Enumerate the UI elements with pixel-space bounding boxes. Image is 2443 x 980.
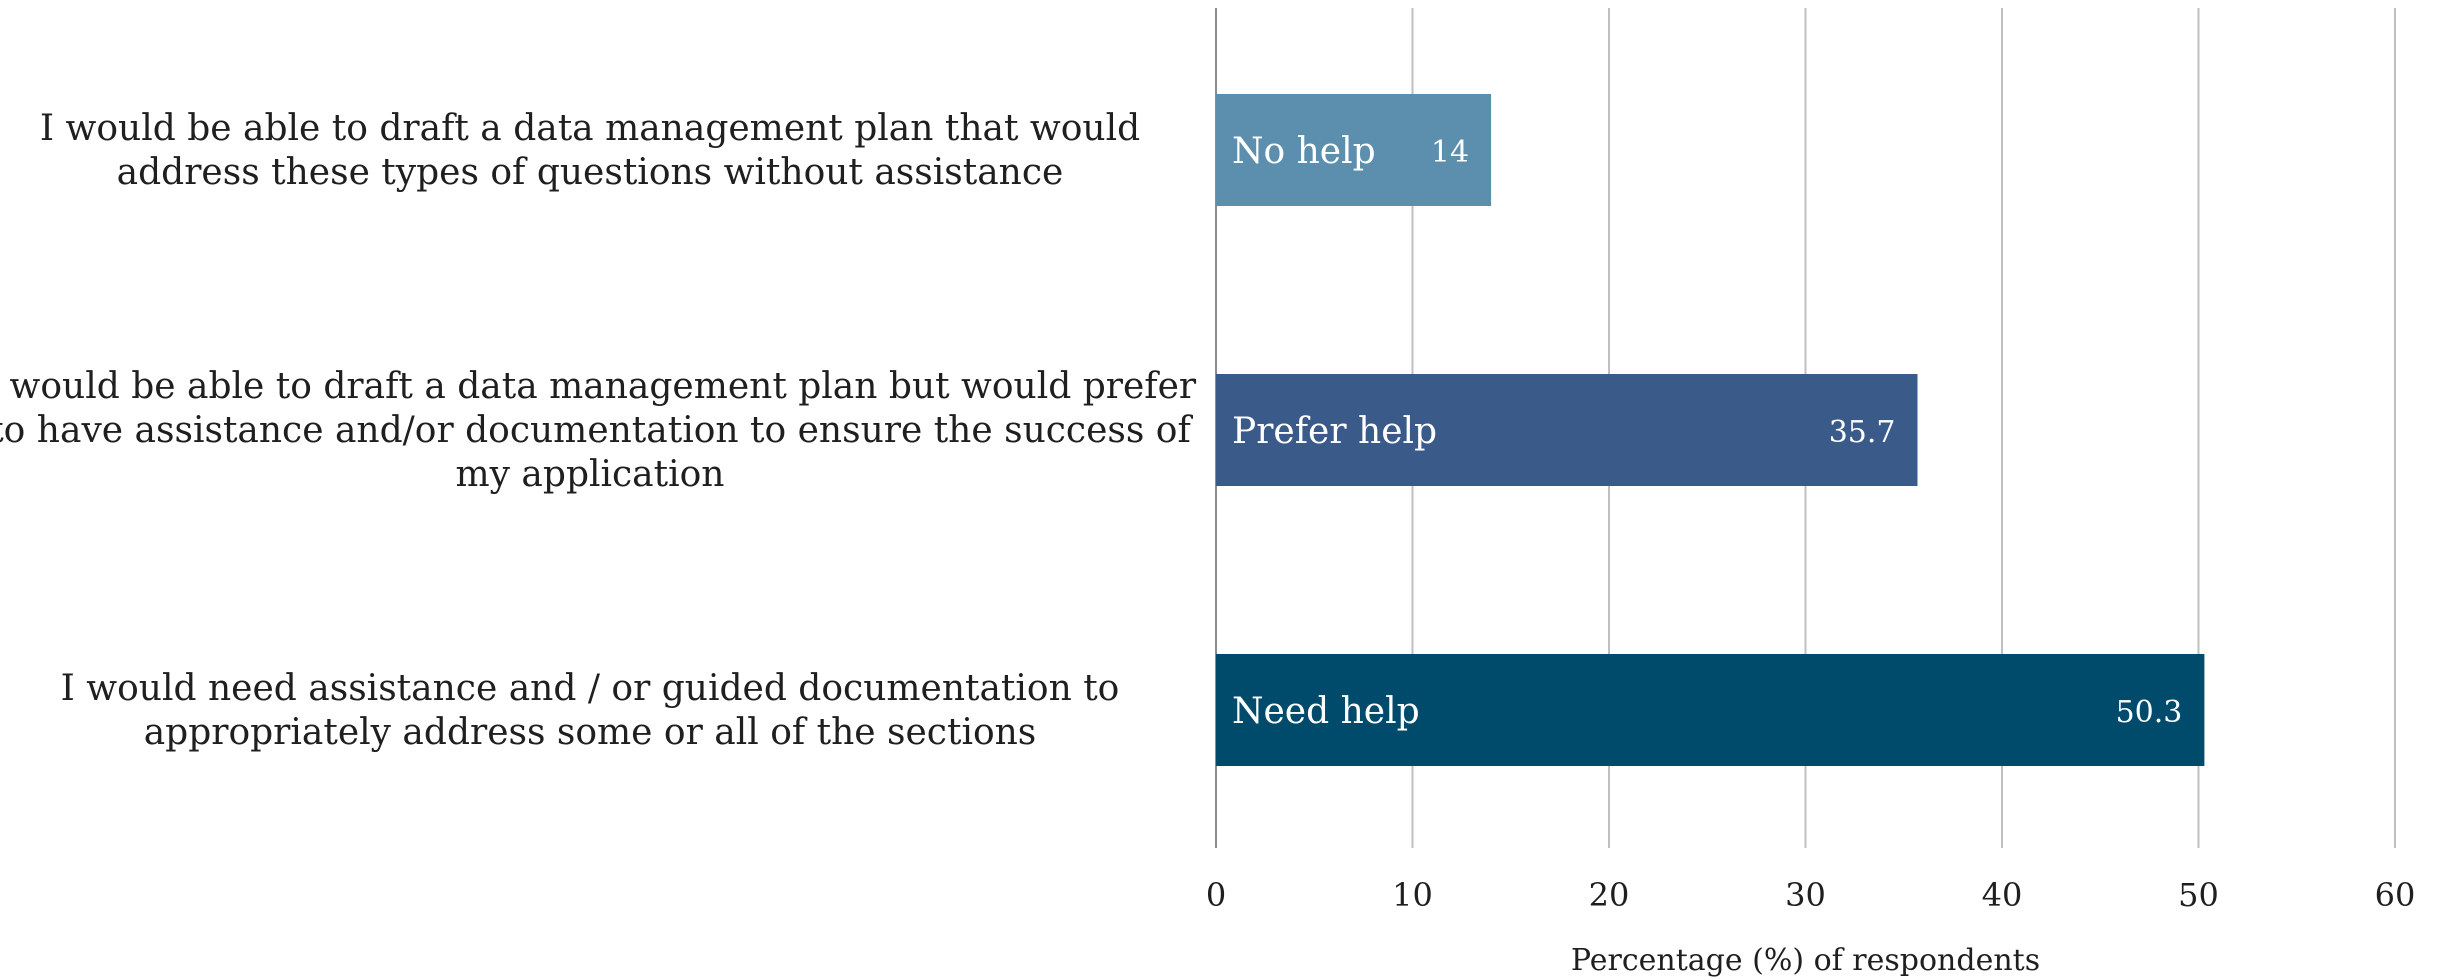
- category-label-line: address these types of questions without…: [117, 152, 1064, 193]
- x-tick-label: 10: [1392, 876, 1433, 914]
- bar-value-label: 50.3: [2116, 695, 2183, 730]
- bar-name-label: No help: [1232, 131, 1376, 172]
- bar-value-label: 14: [1431, 135, 1469, 170]
- x-tick-label: 30: [1785, 876, 1826, 914]
- bar-prefer-help: [1216, 374, 1918, 486]
- bar-layer: No help 14 Prefer help 35.7 Need help 50.3: [1216, 94, 2205, 766]
- category-label-line: I would be able to draft a data manageme…: [40, 108, 1140, 149]
- x-tick-label: 20: [1589, 876, 1630, 914]
- category-label-line: I would need assistance and / or guided …: [61, 668, 1120, 709]
- category-label-line: appropriately address some or all of the…: [144, 712, 1037, 753]
- category-label-line: to have assistance and/or documentation …: [0, 410, 1193, 451]
- x-tick-label: 0: [1206, 876, 1226, 914]
- x-tick-label: 60: [2375, 876, 2416, 914]
- category-label-line: I would be able to draft a data manageme…: [0, 366, 1197, 407]
- x-tick-labels: 0 10 20 30 40 50 60: [1206, 876, 2416, 914]
- x-axis-title: Percentage (%) of respondents: [1571, 943, 2040, 978]
- bar-name-label: Need help: [1232, 691, 1420, 732]
- category-label-line: my application: [456, 454, 725, 495]
- bar-need-help: [1216, 654, 2205, 766]
- x-tick-label: 40: [1982, 876, 2023, 914]
- x-tick-label: 50: [2178, 876, 2219, 914]
- bar-no-help: [1216, 94, 1492, 206]
- bar-value-label: 35.7: [1829, 415, 1896, 450]
- bar-name-label: Prefer help: [1232, 411, 1437, 452]
- category-labels: I would be able to draft a data manageme…: [0, 108, 1197, 753]
